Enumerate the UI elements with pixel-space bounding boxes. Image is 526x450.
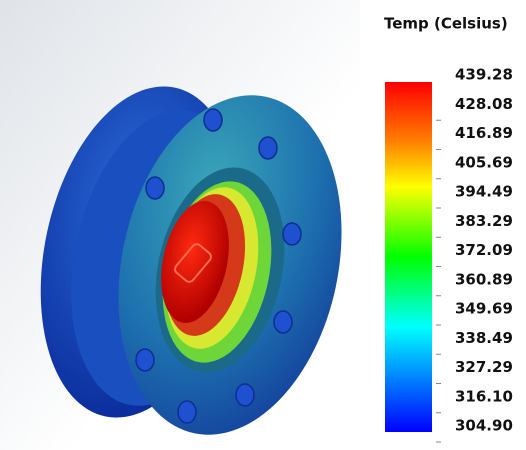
- legend-label: 394.49: [455, 183, 513, 201]
- legend-label: 428.08: [455, 95, 513, 113]
- legend-label: 338.49: [455, 329, 513, 347]
- color-bar: [385, 82, 432, 432]
- legend-label: 327.29: [455, 358, 513, 376]
- legend-label: 316.10: [455, 387, 513, 405]
- legend-label: 383.29: [455, 212, 513, 230]
- legend-label: 416.89: [455, 124, 513, 142]
- legend-label: 439.28: [455, 66, 513, 84]
- legend-title: Temp (Celsius): [384, 15, 508, 33]
- legend-label: 349.69: [455, 300, 513, 318]
- legend-labels: 439.28 428.08 416.89 405.69 394.49 383.29 372.…: [436, 66, 513, 443]
- legend-label: 304.90: [455, 417, 513, 435]
- legend-label: 405.69: [455, 153, 513, 171]
- simulation-view: Temp (Celsius) 439.28 428.08 416.89 405.69 3…: [0, 0, 526, 450]
- legend-label: 360.89: [455, 270, 513, 288]
- legend-label: 372.09: [455, 241, 513, 259]
- screenshot: Temp (Celsius) 439.28 428.08 416.89 405.69 3…: [0, 0, 526, 450]
